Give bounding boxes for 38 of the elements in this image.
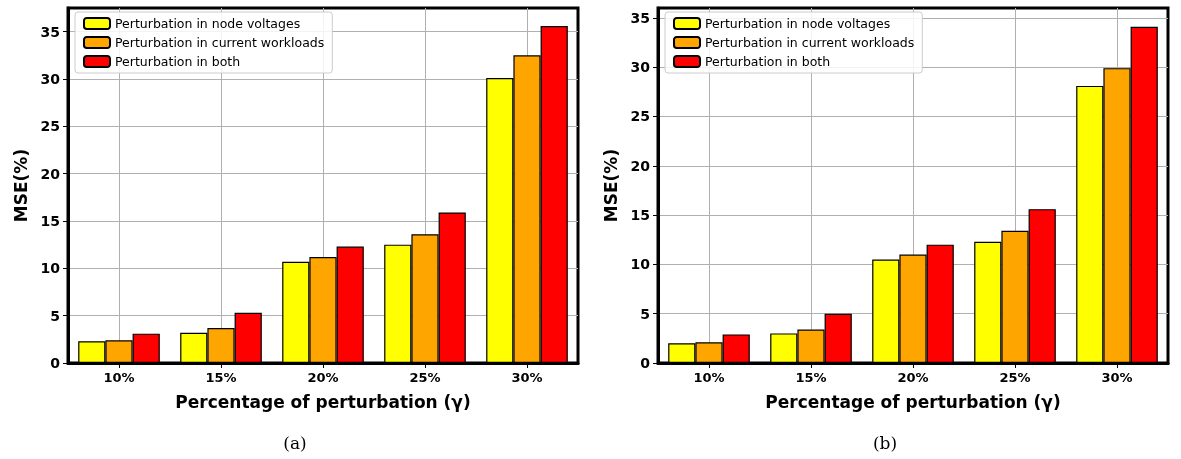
y-tick-label: 5 (50, 307, 60, 324)
x-tick-label: 30% (1101, 370, 1133, 385)
x-tick-label: 30% (511, 370, 543, 385)
y-tick-label: 10 (40, 260, 61, 277)
x-tick-label: 20% (307, 370, 339, 385)
y-tick-label: 20 (40, 165, 61, 182)
x-tick-label: 10% (693, 370, 725, 385)
x-tick-label: 15% (795, 370, 827, 385)
y-tick-label: 35 (630, 9, 650, 26)
x-tick-label: 25% (409, 370, 441, 385)
legend-label: Perturbation in both (115, 54, 241, 69)
y-tick-label: 30 (40, 71, 61, 87)
y-tick-label: 35 (40, 23, 60, 40)
x-tick-label: 10% (103, 370, 135, 385)
legend-label: Perturbation in current workloads (115, 35, 325, 50)
y-tick-label: 0 (640, 355, 651, 371)
y-axis-title: MSE(%) (601, 148, 622, 223)
x-tick-label: 25% (999, 370, 1031, 385)
y-tick-label: 20 (630, 157, 651, 174)
y-tick-label: 25 (630, 108, 650, 125)
y-tick-label: 25 (40, 118, 60, 135)
x-tick-label: 15% (205, 370, 237, 385)
text: (a) (283, 432, 307, 453)
text: (b) (872, 432, 898, 453)
y-tick-label: 10 (630, 256, 651, 273)
y-tick-label: 0 (50, 355, 61, 371)
legend-label: Perturbation in node voltages (705, 16, 891, 31)
legend-label: Perturbation in node voltages (115, 16, 301, 31)
y-axis-title: MSE(%) (11, 148, 32, 223)
x-axis-title: Percentage of perturbation (γ) (765, 391, 1061, 412)
x-axis-title: Percentage of perturbation (γ) (175, 391, 471, 412)
legend-label: Perturbation in both (705, 54, 831, 69)
y-tick-label: 5 (640, 305, 650, 322)
x-tick-label: 20% (897, 370, 929, 385)
legend-label: Perturbation in current workloads (705, 35, 915, 50)
y-tick-label: 15 (40, 213, 60, 229)
y-tick-label: 30 (630, 59, 651, 76)
y-tick-label: 15 (630, 207, 650, 224)
